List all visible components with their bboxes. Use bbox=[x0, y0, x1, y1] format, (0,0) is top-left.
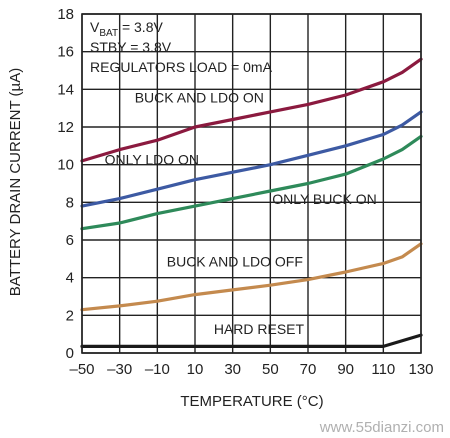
x-tick-label: 10 bbox=[187, 361, 204, 378]
y-tick-label: 8 bbox=[66, 194, 74, 211]
curve-label: BUCK AND LDO OFF bbox=[167, 253, 303, 269]
y-tick-labels: 0 2 4 6 8 10 12 14 16 18 bbox=[57, 6, 74, 362]
curve-labels: BUCK AND LDO ON ONLY LDO ON ONLY BUCK ON BU… bbox=[105, 90, 377, 338]
x-tick-label: 70 bbox=[300, 361, 317, 378]
vbat-prefix: V bbox=[90, 19, 100, 35]
x-tick-label: –50 bbox=[69, 361, 94, 378]
x-tick-labels: –50 –30 –10 10 30 50 70 90 110 130 bbox=[69, 361, 433, 378]
y-tick-label: 10 bbox=[57, 157, 74, 174]
x-tick-label: –10 bbox=[145, 361, 170, 378]
y-tick-label: 18 bbox=[57, 6, 74, 23]
series-line-only-buck-on bbox=[80, 134, 423, 231]
curve-label: ONLY LDO ON bbox=[105, 152, 199, 168]
y-tick-label: 14 bbox=[57, 81, 74, 98]
y-tick-label: 6 bbox=[66, 232, 74, 249]
x-tick-label: 50 bbox=[262, 361, 279, 378]
x-tick-label: –30 bbox=[107, 361, 132, 378]
vbat-subscript: BAT bbox=[99, 28, 118, 39]
x-tick-label: 130 bbox=[408, 361, 433, 378]
curve-label: HARD RESET bbox=[214, 321, 305, 337]
y-tick-label: 0 bbox=[66, 345, 74, 362]
regulators-load-annotation: REGULATORS LOAD = 0mA bbox=[90, 59, 273, 75]
series-line-buck-and-ldo-off bbox=[80, 242, 423, 312]
y-tick-label: 12 bbox=[57, 119, 74, 136]
y-axis-title: BATTERY DRAIN CURRENT (µA) bbox=[7, 68, 24, 296]
curve-label: ONLY BUCK ON bbox=[272, 191, 377, 207]
series-line-hard-reset bbox=[80, 333, 423, 348]
x-tick-label: 110 bbox=[371, 361, 395, 378]
x-axis-title: TEMPERATURE (°C) bbox=[180, 393, 323, 410]
vbat-annotation: VBAT = 3.8V bbox=[90, 19, 163, 39]
series-lines bbox=[80, 57, 423, 348]
stby-annotation: STBY = 3.8V bbox=[90, 39, 172, 55]
curve-label: BUCK AND LDO ON bbox=[135, 90, 264, 106]
y-tick-label: 2 bbox=[66, 307, 74, 324]
series-line-only-ldo-on bbox=[80, 110, 423, 208]
vbat-value: = 3.8V bbox=[118, 19, 163, 35]
conditions-annotation: VBAT = 3.8V STBY = 3.8V REGULATORS LOAD … bbox=[90, 19, 273, 75]
watermark: www.55dianzi.com bbox=[319, 419, 444, 436]
y-tick-label: 4 bbox=[66, 270, 74, 287]
x-tick-label: 30 bbox=[224, 361, 241, 378]
y-tick-label: 16 bbox=[57, 44, 74, 61]
series-line-buck-and-ldo-on bbox=[80, 57, 423, 163]
x-tick-label: 90 bbox=[337, 361, 354, 378]
plot-frame bbox=[81, 13, 422, 354]
